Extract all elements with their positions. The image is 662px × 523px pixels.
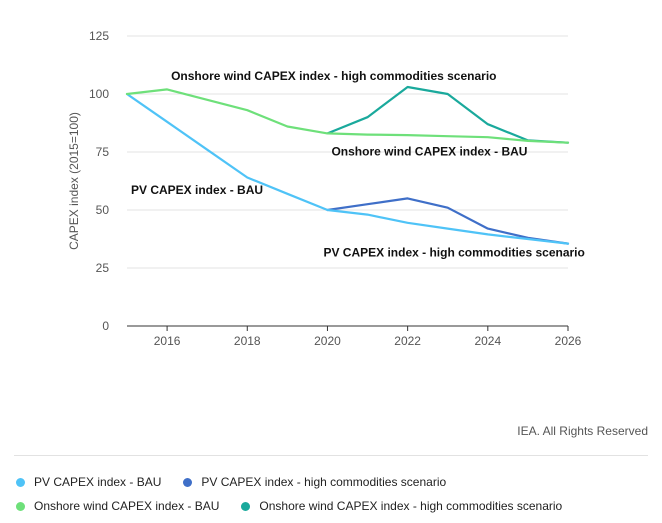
legend-swatch <box>16 501 25 511</box>
x-tick-label: 2022 <box>394 334 421 348</box>
legend-item-pv-bau[interactable]: PV CAPEX index - BAU <box>16 475 161 489</box>
legend-item-wind-high[interactable]: Onshore wind CAPEX index - high commodit… <box>241 499 562 513</box>
legend-label: Onshore wind CAPEX index - high commodit… <box>259 499 563 513</box>
legend-row: Onshore wind CAPEX index - BAU Onshore w… <box>16 494 656 518</box>
gridlines <box>127 35 568 269</box>
legend-swatch <box>183 477 193 487</box>
series-lines <box>125 85 570 245</box>
legend-label: PV CAPEX index - BAU <box>34 475 162 489</box>
legend-label: Onshore wind CAPEX index - BAU <box>34 499 220 513</box>
y-tick-label: 25 <box>96 261 110 275</box>
legend: PV CAPEX index - BAU PV CAPEX index - hi… <box>16 470 656 518</box>
line-chart: 0 25 50 75 100 125 2016 2018 2020 2022 2024 2026 O… <box>67 29 585 348</box>
series-line-0 <box>125 92 570 245</box>
legend-item-wind-bau[interactable]: Onshore wind CAPEX index - BAU <box>16 499 219 513</box>
legend-swatch <box>241 501 251 511</box>
y-axis-label: CAPEX index (2015=100) <box>67 112 81 250</box>
y-tick-label: 75 <box>96 145 110 159</box>
series-annotation: Onshore wind CAPEX index - high commodit… <box>171 69 496 83</box>
legend-swatch <box>16 477 25 487</box>
x-tick-label: 2016 <box>154 334 181 348</box>
y-tick-label: 100 <box>89 87 109 101</box>
legend-row: PV CAPEX index - BAU PV CAPEX index - hi… <box>16 470 656 494</box>
legend-divider <box>14 455 648 456</box>
x-axis: 2016 2018 2020 2022 2024 2026 <box>127 325 582 348</box>
legend-item-pv-high[interactable]: PV CAPEX index - high commodities scenar… <box>183 475 446 489</box>
y-tick-label: 125 <box>89 29 109 43</box>
series-annotation: Onshore wind CAPEX index - BAU <box>331 144 527 158</box>
x-tick-label: 2020 <box>314 334 341 348</box>
series-annotation: PV CAPEX index - BAU <box>131 183 263 197</box>
legend-label: PV CAPEX index - high commodities scenar… <box>201 475 447 489</box>
series-annotation: PV CAPEX index - high commodities scenar… <box>323 245 584 259</box>
y-axis-ticks: 0 25 50 75 100 125 <box>89 29 109 333</box>
y-tick-label: 0 <box>102 319 109 333</box>
x-tick-label: 2026 <box>555 334 582 348</box>
credit-text: IEA. All Rights Reserved <box>517 424 648 438</box>
x-tick-label: 2024 <box>474 334 501 348</box>
series-annotations: Onshore wind CAPEX index - high commodit… <box>131 69 585 259</box>
x-tick-label: 2018 <box>234 334 261 348</box>
series-line-1 <box>326 197 570 245</box>
series-line-2 <box>125 88 570 144</box>
y-tick-label: 50 <box>96 203 110 217</box>
